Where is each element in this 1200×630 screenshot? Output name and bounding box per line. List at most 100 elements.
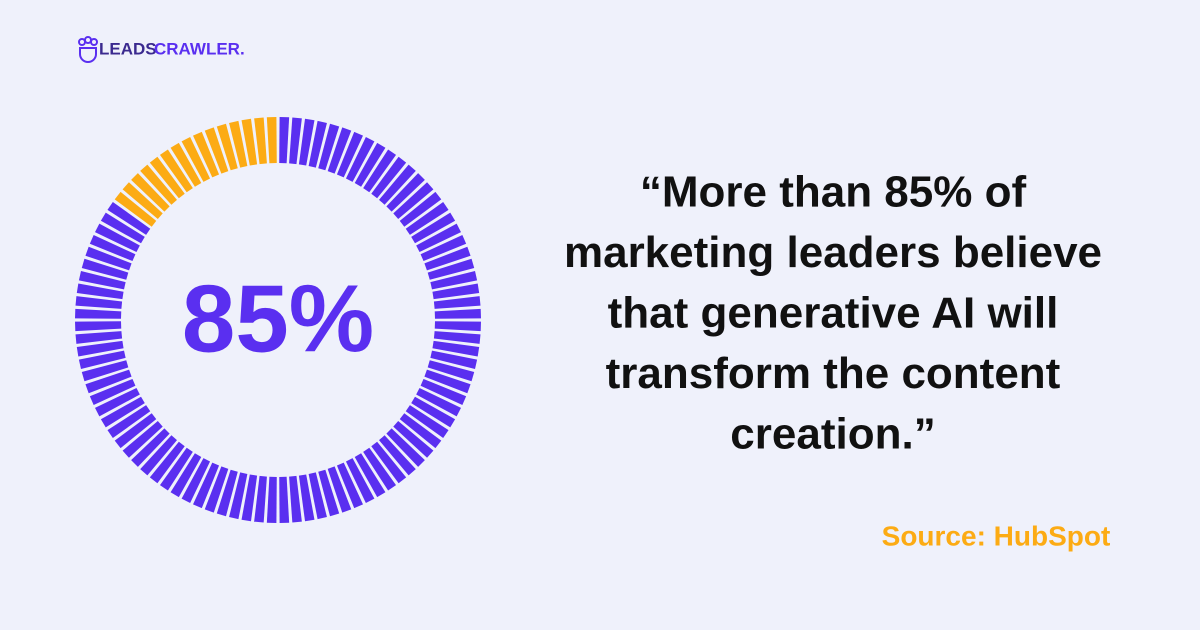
ring-segment xyxy=(149,441,185,484)
ring-segment xyxy=(399,191,442,227)
ring-segment xyxy=(75,321,122,332)
ring-segment xyxy=(432,283,480,300)
ring-segment xyxy=(75,331,123,344)
ring-segment xyxy=(420,235,467,262)
ring-segment xyxy=(216,123,238,171)
ring-segment xyxy=(78,271,126,290)
ring-segment xyxy=(181,458,211,503)
ring-segment xyxy=(393,182,434,219)
ring-segment xyxy=(318,469,340,517)
ring-segment xyxy=(131,173,170,212)
ring-segment xyxy=(89,378,136,405)
ring-segment xyxy=(336,462,363,509)
ring-segment xyxy=(336,131,363,178)
donut-slice xyxy=(75,117,481,523)
ring-segment xyxy=(107,201,151,235)
ring-segment xyxy=(433,296,481,309)
ring-segment xyxy=(279,117,290,164)
ring-segment xyxy=(149,156,185,199)
ring-segment xyxy=(159,447,193,491)
ring-segment xyxy=(170,142,202,187)
ring-segment xyxy=(140,435,177,476)
ring-segment xyxy=(204,127,229,174)
ring-segment xyxy=(75,308,122,319)
ring-segment xyxy=(95,223,140,253)
ring-segment xyxy=(254,117,267,165)
ring-segment xyxy=(371,156,407,199)
ring-segment xyxy=(85,369,132,394)
ring-segment xyxy=(159,149,193,193)
ring-segment xyxy=(432,340,480,357)
ring-segment xyxy=(298,118,315,166)
logo-icon xyxy=(78,36,98,63)
ring-segment xyxy=(430,350,478,369)
ring-segment xyxy=(308,120,327,168)
source: Source: HubSpot xyxy=(882,520,1111,551)
ring-segment xyxy=(416,387,461,417)
quote-line: that generative AI will xyxy=(608,289,1059,338)
ring-segment xyxy=(427,360,475,382)
ring-segment xyxy=(229,472,248,520)
ring-segment xyxy=(100,396,145,428)
ring-segment xyxy=(95,387,140,417)
ring-segment xyxy=(204,466,229,513)
ring-segment xyxy=(241,118,258,166)
ring-segment xyxy=(107,405,151,439)
ring-segment xyxy=(434,308,481,319)
ring-segment xyxy=(405,201,449,235)
ring-segment xyxy=(411,396,456,428)
ring-segment xyxy=(386,428,425,467)
ring-segment xyxy=(131,428,170,467)
quote-line: transform the content xyxy=(606,349,1061,398)
ring-segment xyxy=(170,453,202,498)
ring-segment xyxy=(229,120,248,168)
ring-segment xyxy=(345,137,375,182)
ring-segment xyxy=(379,164,416,205)
ring-segment xyxy=(420,378,467,405)
ring-segment xyxy=(363,447,397,491)
ring-segment xyxy=(289,117,302,165)
center-label: 85% xyxy=(182,265,374,372)
ring-segment xyxy=(405,405,449,439)
ring-segment xyxy=(433,331,481,344)
ring-segment xyxy=(386,173,425,212)
ring-segment xyxy=(354,142,386,187)
ring-segment xyxy=(266,117,277,164)
donut-ring xyxy=(75,117,481,523)
ring-segment xyxy=(399,413,442,449)
quote-line: “More than 85% of xyxy=(640,168,1027,217)
ring-segment xyxy=(393,421,434,458)
ring-segment xyxy=(327,127,352,174)
ring-segment xyxy=(76,283,124,300)
ring-segment xyxy=(193,462,220,509)
ring-segment xyxy=(424,246,471,271)
ring-segment xyxy=(298,474,315,522)
ring-segment xyxy=(318,123,340,171)
quote: “More than 85% of marketing leaders belie… xyxy=(564,168,1102,459)
ring-segment xyxy=(85,246,132,271)
ring-segment xyxy=(216,469,238,517)
quote-line: marketing leaders believe xyxy=(564,228,1102,277)
ring-segment xyxy=(75,296,123,309)
ring-segment xyxy=(434,321,481,332)
ring-segment xyxy=(193,131,220,178)
ring-segment xyxy=(363,149,397,193)
ring-segment xyxy=(354,453,386,498)
ring-segment xyxy=(371,441,407,484)
ring-segment xyxy=(89,235,136,262)
ring-segment xyxy=(114,191,157,227)
ring-segment xyxy=(424,369,471,394)
ring-segment xyxy=(345,458,375,503)
ring-segment xyxy=(181,137,211,182)
ring-segment xyxy=(76,340,124,357)
ring-segment xyxy=(289,475,302,523)
ring-segment xyxy=(78,350,126,369)
ring-segment xyxy=(122,182,163,219)
ring-segment xyxy=(279,476,290,523)
ring-segment xyxy=(81,360,129,382)
ring-segment xyxy=(114,413,157,449)
brand-second: CRAWLER. xyxy=(154,39,245,58)
ring-segment xyxy=(427,258,475,280)
